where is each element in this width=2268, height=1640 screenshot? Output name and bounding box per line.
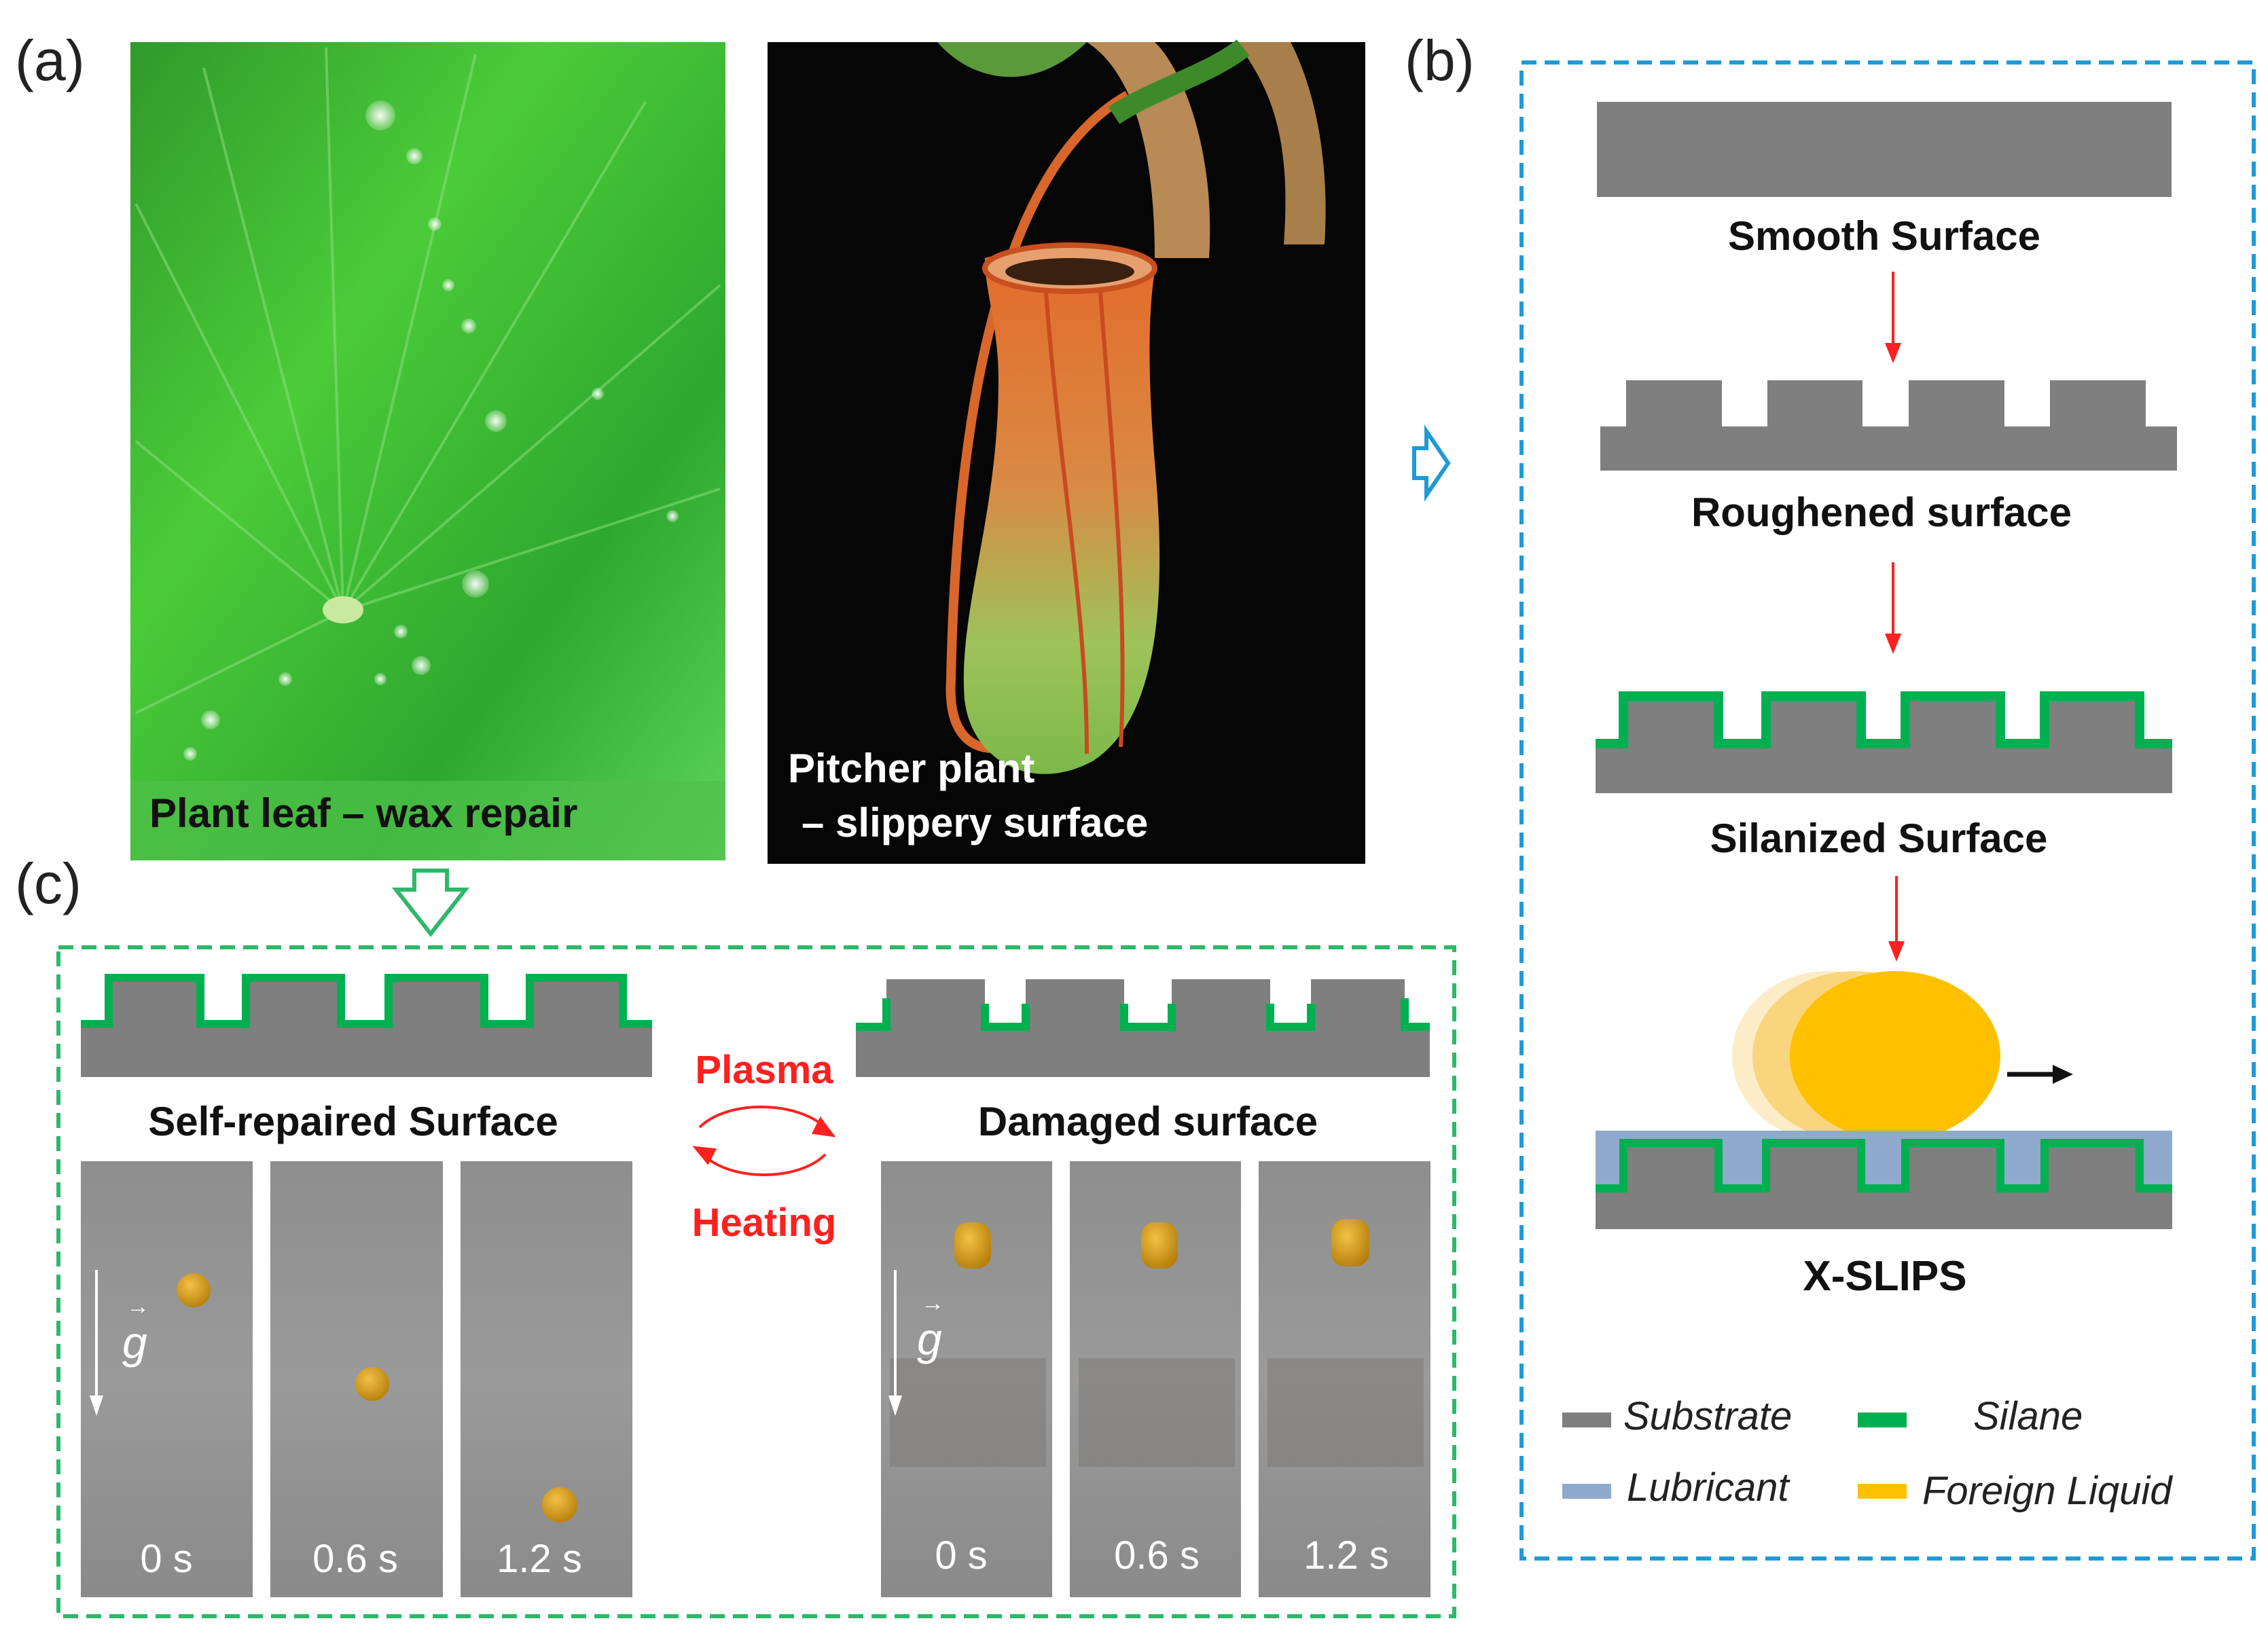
droplet xyxy=(1141,1222,1178,1269)
x-slips-surface xyxy=(1596,1131,2172,1229)
self-repaired-frame-1: g → 0 s xyxy=(81,1161,253,1597)
process-arrow-3-icon xyxy=(1888,876,1905,962)
legend-swatch-foreign-liquid xyxy=(1858,1484,1907,1499)
leaf-caption: Plant leaf – wax repair xyxy=(149,790,577,836)
time-label: 0 s xyxy=(935,1533,987,1578)
legend: Substrate Silane Lubricant Foreign Liqui… xyxy=(1562,1394,2173,1513)
droplet xyxy=(542,1487,577,1523)
droplet xyxy=(355,1367,389,1401)
pitcher-caption-line2: – slippery surface xyxy=(802,800,1148,845)
time-label: 1.2 s xyxy=(1303,1533,1389,1578)
roughened-substrate xyxy=(1600,380,2177,471)
legend-label-substrate: Substrate xyxy=(1623,1394,1792,1438)
droplet xyxy=(954,1222,991,1269)
step-label-x-slips: X-SLIPS xyxy=(1803,1253,1966,1300)
legend-label-foreign-liquid: Foreign Liquid xyxy=(1922,1469,2173,1513)
cycle-arrows-icon xyxy=(692,1106,836,1176)
self-repaired-frame-3: 1.2 s xyxy=(461,1161,632,1597)
sliding-direction-arrow-icon xyxy=(2007,1065,2073,1084)
damaged-frame-3: 1.2 s xyxy=(1259,1161,1430,1597)
legend-swatch-silane xyxy=(1858,1413,1907,1427)
gravity-symbol: g xyxy=(122,1317,147,1368)
panel-label-a: (a) xyxy=(15,29,85,92)
silanized-surface xyxy=(1596,691,2172,793)
pitcher-caption-line1: Pitcher plant xyxy=(788,746,1034,791)
droplet xyxy=(1331,1219,1369,1267)
step-label-roughened: Roughened surface xyxy=(1691,490,2072,535)
gravity-vector-arrow-icon: → xyxy=(126,1294,149,1319)
droplet xyxy=(177,1273,211,1307)
smooth-substrate xyxy=(1597,102,2172,197)
heating-label: Heating xyxy=(692,1201,837,1245)
process-arrow-1-icon xyxy=(1885,272,1901,363)
legend-swatch-lubricant xyxy=(1562,1484,1611,1499)
panel-b-box xyxy=(1519,60,2256,1561)
step-label-silanized: Silanized Surface xyxy=(1710,816,2048,861)
legend-label-silane: Silane xyxy=(1973,1394,2083,1438)
arrow-a-to-b-icon xyxy=(1412,424,1451,502)
time-label: 0.6 s xyxy=(1114,1533,1200,1578)
panel-label-b: (b) xyxy=(1405,29,1475,92)
gravity-symbol: g xyxy=(917,1314,942,1364)
self-repaired-surface xyxy=(81,974,652,1077)
panel-label-c: (c) xyxy=(15,852,82,915)
legend-label-lubricant: Lubricant xyxy=(1627,1465,1790,1510)
pitcher-plant-photo xyxy=(768,39,1365,864)
foreign-liquid-droplet xyxy=(1732,971,2000,1141)
time-label: 0 s xyxy=(140,1537,192,1581)
damaged-frame-1: g → 0 s xyxy=(881,1161,1052,1597)
time-label: 1.2 s xyxy=(497,1537,582,1581)
self-repaired-label: Self-repaired Surface xyxy=(148,1099,558,1144)
gravity-vector-arrow-icon: → xyxy=(921,1290,944,1316)
damaged-frame-2: 0.6 s xyxy=(1070,1161,1241,1597)
self-repaired-frame-2: 0.6 s xyxy=(270,1161,443,1597)
damaged-label: Damaged surface xyxy=(978,1099,1318,1144)
step-label-smooth: Smooth Surface xyxy=(1728,213,2040,259)
plasma-label: Plasma xyxy=(695,1048,833,1092)
leaf-photo xyxy=(130,42,725,860)
time-label: 0.6 s xyxy=(312,1537,398,1581)
panel-c-box xyxy=(56,945,1456,1618)
arrow-a-to-c-icon xyxy=(391,869,470,937)
process-arrow-2-icon xyxy=(1885,562,1901,654)
legend-swatch-substrate xyxy=(1562,1413,1611,1427)
damaged-surface xyxy=(856,979,1430,1077)
